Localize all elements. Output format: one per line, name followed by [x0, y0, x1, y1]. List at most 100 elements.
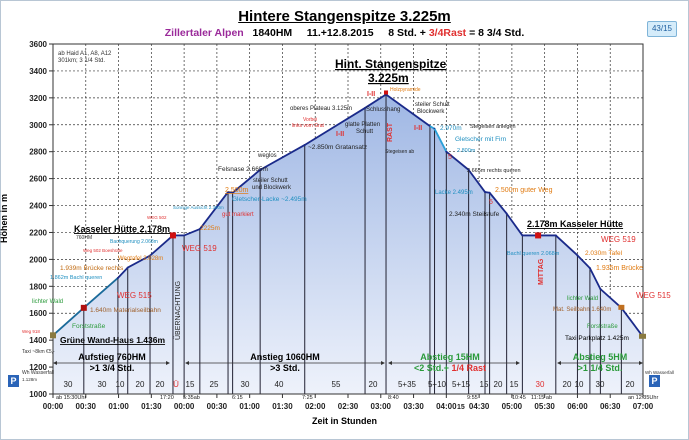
section-title: Abstieg 15HM — [420, 352, 480, 362]
annotation-label: 2.340m Steilstufe — [449, 211, 500, 218]
segment-minutes: 30 — [536, 380, 545, 389]
annotation-label: steiler Schutt — [415, 102, 450, 108]
annotation-label: 2.030m Tafel — [585, 250, 623, 257]
clock-time: 8:40 — [388, 395, 399, 401]
x-tick-label: 01:30 — [141, 402, 162, 411]
annotation-label: lichter Wald — [32, 299, 63, 305]
annotation-label: Felsnase 2.665m — [218, 166, 268, 173]
annotation-label: glatte Platten — [345, 122, 380, 128]
y-tick-label: 3400 — [29, 67, 47, 76]
profile-segment — [445, 150, 470, 171]
profile-segment — [385, 93, 431, 127]
annotation-label: 2.665m rechts queren — [467, 168, 521, 174]
y-tick-label: 3000 — [29, 121, 47, 130]
profile-segment — [304, 107, 366, 146]
clock-time: ab 15:30Uhr — [56, 395, 86, 401]
annotation-label: Gletscher mit Firn — [455, 136, 507, 143]
y-tick-label: 3600 — [29, 40, 47, 49]
annotation-label: Gletscher-Lacke ~2.495m — [232, 196, 307, 203]
segment-minutes: 25 — [210, 380, 219, 389]
page-badge[interactable]: 43/15 — [647, 21, 677, 37]
x-tick-label: 05:00 — [502, 402, 523, 411]
annotation-label: und Blockwerk — [252, 185, 292, 191]
x-axis-label: Zeit in Stunden — [312, 416, 377, 426]
clock-time: 10:45 — [512, 395, 526, 401]
clock-time: 11:15 ab — [531, 395, 552, 401]
annotation-label: Schutt — [356, 129, 373, 135]
x-tick-label: 00:00 — [174, 402, 195, 411]
segment-minutes: 30 — [64, 380, 73, 389]
annotation-label: 1.862m Bachl queren — [50, 275, 102, 281]
annotation-label: Hint. Stangenspitze — [335, 57, 447, 71]
y-tick-label: 1800 — [29, 282, 47, 291]
section-duration: >1 1/4 Std. — [578, 363, 623, 373]
segment-minutes: 20 — [626, 380, 635, 389]
x-tick-label: 07:00 — [633, 402, 654, 411]
segment-minutes: 40 — [275, 380, 284, 389]
y-tick-label: 1400 — [29, 336, 47, 345]
annotation-label: Stegeisen ab — [385, 149, 414, 155]
segment-minutes: 5+10 — [428, 380, 447, 389]
segment-minutes: 20 — [156, 380, 165, 389]
annotation-label: 1.935m Brücke — [596, 265, 643, 272]
segment-minutes: 30 — [241, 380, 250, 389]
annotation-label: 2.500m — [225, 187, 249, 194]
annotation-label: Taxi Parkplatz 1.425m — [565, 335, 629, 342]
y-tick-label: 2800 — [29, 148, 47, 157]
segment-minutes: 10 — [116, 380, 125, 389]
profile-segment — [620, 307, 644, 338]
y-tick-label: 2200 — [29, 228, 47, 237]
annotation-label: 3.225m — [368, 71, 409, 85]
hut-marker — [169, 232, 176, 239]
annotation-label: Blockwerk — [417, 109, 445, 115]
x-tick-label: 00:30 — [207, 402, 228, 411]
subtitle-time: 8 Std. + — [388, 27, 426, 39]
annotation-label: 1.640m Materialseilbahn — [90, 307, 161, 314]
annotation-label: 2.800m — [457, 148, 476, 154]
segment-minutes: 15 — [510, 380, 519, 389]
annotation-label: ab Haid A1, A8, A12 — [58, 51, 112, 57]
annotation-label: Schlusshang — [366, 107, 400, 113]
x-tick-label: 06:30 — [600, 402, 621, 411]
clock-time: 9:55 — [467, 395, 478, 401]
annotation-label: Sonnige Aussicht 2.380m — [173, 205, 224, 210]
end-marker — [639, 333, 646, 339]
annotation-label: RAST — [387, 122, 394, 142]
annotation-label: WEG 515 — [117, 291, 152, 300]
annotation-label: Weg 918 — [22, 329, 40, 334]
annotation-label: Kasseler Hütte 2.178m — [74, 224, 170, 234]
annotation-label: Forststraße — [72, 323, 106, 330]
profile-segment — [576, 254, 591, 269]
profile-segment — [52, 307, 85, 336]
annotation-label: ÜBERNACHTUNG — [174, 281, 182, 340]
segment-minutes: 15 — [480, 380, 489, 389]
clock-time: 15 — [457, 404, 465, 411]
summit-marker — [384, 90, 389, 95]
annotation-label: 1.128m — [22, 377, 37, 382]
segment-minutes: 15 — [186, 380, 195, 389]
annotation-label: Vorbei — [303, 117, 317, 123]
annotation-label: I-II — [414, 125, 422, 132]
y-tick-label: 1200 — [29, 363, 47, 372]
hut-marker — [535, 232, 542, 239]
x-tick-label: 03:30 — [403, 402, 424, 411]
annotation-label: WEG 515 — [636, 291, 671, 300]
segment-minutes: 20 — [369, 380, 378, 389]
profile-segment — [117, 266, 129, 279]
annotation-label: 2225m — [200, 225, 220, 232]
annotation-label: Weg 502 Boeshütte — [83, 248, 123, 253]
profile-segment — [149, 234, 174, 257]
x-tick-label: 05:30 — [534, 402, 555, 411]
segment-minutes: 55 — [332, 380, 341, 389]
parking-icon: P — [649, 375, 660, 387]
annotation-label: steiler Schutt — [253, 178, 288, 184]
subtitle-region: Zillertaler Alpen — [164, 27, 244, 39]
annotation-label: lichter Wald — [567, 296, 598, 302]
segment-minutes: 20 — [136, 380, 145, 389]
profile-segment — [259, 144, 306, 171]
clock-time: 17:20 — [160, 395, 174, 401]
y-tick-label: 2000 — [29, 255, 47, 264]
section-rest: 1/4 Rast — [449, 363, 486, 373]
y-tick-label: 1000 — [29, 390, 47, 399]
x-tick-label: 04:30 — [469, 402, 490, 411]
